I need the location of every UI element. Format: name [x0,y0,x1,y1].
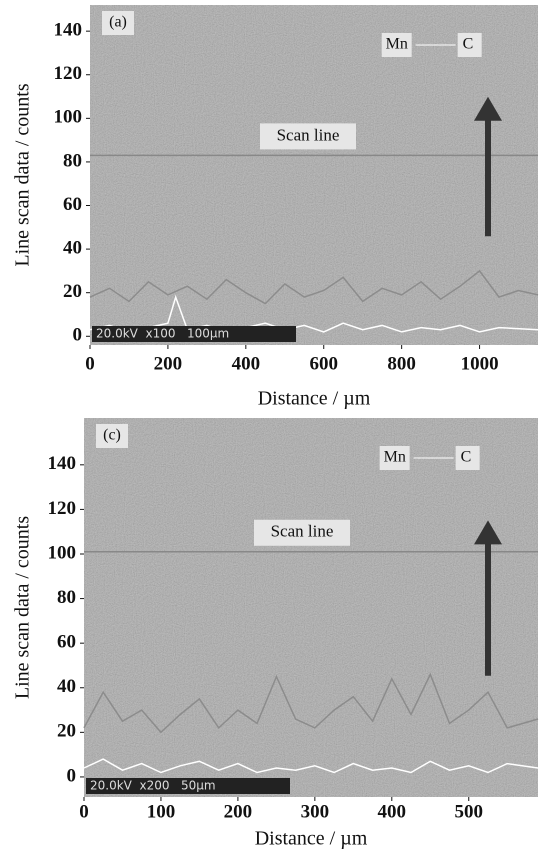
arrow-head [474,520,502,545]
x-tick-label: 600 [309,353,338,374]
x-tick-label: 400 [232,353,261,374]
y-axis-label: Line scan data / counts [12,83,34,266]
y-tick-label: 120 [48,498,77,519]
x-tick-label: 500 [454,801,483,822]
line-mn [89,269,539,305]
x-tick-label: 200 [154,353,183,374]
panel-label-box [96,424,128,448]
panel-label: (c) [103,427,121,444]
scan-line-label-box [254,519,350,546]
x-tick-label: 100 [147,801,176,822]
arrow-head [474,96,502,121]
x-tick-label: 200 [224,801,253,822]
y-tick-label: 100 [54,107,83,128]
series-label: C [463,36,474,53]
y-tick-label: 100 [48,542,77,563]
x-axis-label: Distance / µm [255,828,368,850]
y-tick-label: 20 [57,721,76,742]
x-tick-label: 1000 [461,353,499,374]
x-tick-label: 0 [79,801,89,822]
x-axis-label: Distance / µm [258,388,371,410]
c-label-box [457,33,482,57]
mn-label-box [379,446,410,470]
x-tick-label: 400 [378,801,407,822]
scan-line-label: Scan line [271,522,334,541]
scale-bar-box [92,326,296,342]
panel-label: (a) [109,14,127,31]
line-c [83,758,539,774]
mn-label-box [381,33,412,57]
y-tick-label: 0 [73,325,83,346]
scan-line-label-box [260,123,356,150]
line-mn [83,672,539,734]
y-axis-label: Line scan data / counts [12,516,34,699]
y-tick-label: 40 [57,676,76,697]
series-label: Mn [386,36,408,53]
y-tick-label: 0 [67,765,77,786]
scan-line-label: Scan line [277,125,340,144]
y-tick-label: 140 [48,453,77,474]
c-label-box [455,446,480,470]
scale-bar-text: 20.0kV x200 50µm [90,779,216,793]
scale-bar-text: 20.0kV x100 100µm [96,327,229,341]
scale-bar-box [86,778,290,794]
y-tick-label: 40 [63,237,82,258]
micrograph-texture [84,418,538,797]
micrograph-texture [90,5,538,345]
y-tick-label: 80 [63,150,82,171]
panel-label-box [102,11,134,35]
x-tick-label: 800 [387,353,416,374]
x-tick-label: 300 [301,801,330,822]
series-label: Mn [384,449,406,466]
x-tick-label: 0 [85,353,95,374]
y-tick-label: 140 [54,20,83,41]
y-tick-label: 60 [63,194,82,215]
series-label: C [461,449,472,466]
y-tick-label: 120 [54,63,83,84]
y-tick-label: 20 [63,281,82,302]
y-tick-label: 60 [57,632,76,653]
y-tick-label: 80 [57,587,76,608]
